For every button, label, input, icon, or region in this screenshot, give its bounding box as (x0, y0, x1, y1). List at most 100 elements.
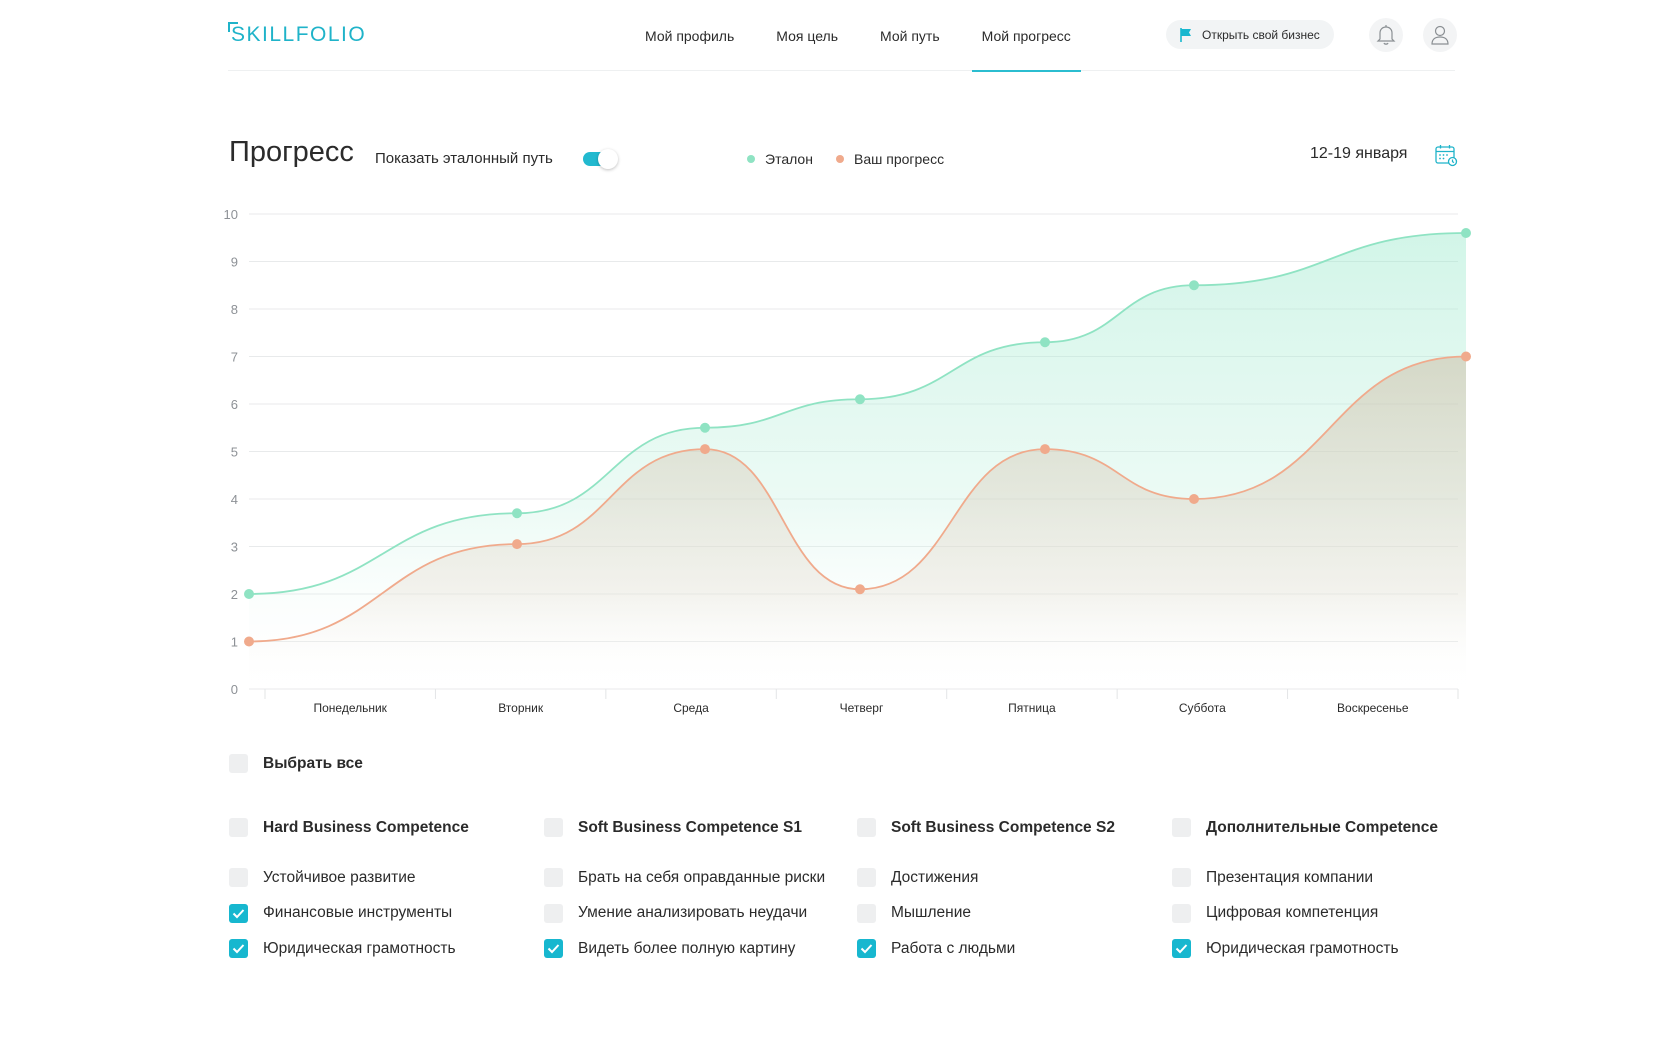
competence-item[interactable]: Умение анализировать неудачи (544, 903, 808, 923)
chart-points (244, 228, 1471, 647)
competence-item[interactable]: Юридическая грамотность (229, 939, 456, 958)
logo[interactable]: SKILLFOLIO (228, 22, 366, 48)
competence-group-header[interactable]: Hard Business Competence (229, 818, 469, 837)
y-tick-label: 3 (231, 540, 238, 555)
y-tick-label: 4 (231, 492, 238, 507)
show-benchmark-toggle[interactable] (583, 149, 618, 169)
y-tick-label: 7 (231, 350, 238, 365)
logo-mark (228, 22, 238, 32)
x-tick-label: Воскресенье (1337, 701, 1409, 715)
data-point[interactable] (1189, 494, 1199, 504)
competence-label: Презентация компании (1206, 868, 1374, 886)
competence-label: Брать на себя оправданные риски (578, 868, 826, 886)
main-nav: Мой профиль Моя цель Мой путь Мой прогре… (624, 0, 1092, 72)
group-checkbox[interactable] (544, 818, 563, 837)
data-point[interactable] (1040, 337, 1050, 348)
x-tick-label: Пятница (1008, 701, 1056, 715)
nav-item-path[interactable]: Мой путь (880, 27, 940, 44)
y-tick-label: 1 (231, 635, 238, 650)
x-tick-label: Среда (673, 701, 709, 715)
bell-icon (1376, 25, 1396, 45)
open-business-label: Открыть свой бизнес (1202, 27, 1320, 42)
nav-item-progress[interactable]: Мой прогресс (961, 0, 1092, 72)
group-checkbox[interactable] (229, 818, 248, 837)
competence-label: Цифровая компетенция (1206, 904, 1379, 921)
select-all-label: Выбрать все (263, 754, 363, 772)
y-tick-label: 9 (231, 255, 238, 270)
competence-checkbox[interactable] (857, 903, 876, 923)
competence-item[interactable]: Презентация компании (1172, 868, 1373, 887)
group-checkbox[interactable] (1172, 818, 1191, 837)
select-all-row[interactable]: Выбрать все (229, 754, 363, 773)
page-title: Прогресс (229, 136, 354, 168)
notifications-button[interactable] (1369, 18, 1403, 52)
data-point[interactable] (1189, 280, 1199, 291)
x-tick-label: Понедельник (313, 701, 387, 715)
profile-button[interactable] (1423, 18, 1457, 52)
y-tick-label: 10 (224, 207, 238, 222)
y-tick-label: 2 (231, 587, 238, 602)
competence-item[interactable]: Мышление (857, 903, 971, 923)
group-checkbox[interactable] (857, 818, 876, 837)
data-point[interactable] (1040, 444, 1050, 455)
calendar-icon[interactable] (1434, 143, 1458, 167)
competence-checkbox[interactable] (1172, 868, 1191, 887)
data-point[interactable] (244, 636, 254, 647)
competence-checkbox[interactable] (1172, 903, 1191, 923)
competence-item[interactable]: Достижения (857, 868, 978, 887)
user-icon (1431, 25, 1449, 45)
date-range: 12-19 января (1310, 145, 1408, 162)
data-point[interactable] (1461, 228, 1471, 238)
open-business-button[interactable]: Открыть свой бизнес (1166, 20, 1334, 49)
competence-item[interactable]: Брать на себя оправданные риски (544, 868, 825, 887)
data-point[interactable] (1461, 351, 1471, 362)
data-point[interactable] (855, 394, 865, 405)
nav-item-profile[interactable]: Мой профиль (645, 27, 735, 44)
data-point[interactable] (855, 584, 865, 595)
group-label: Soft Business Competence S2 (891, 818, 1115, 836)
competence-label: Мышление (891, 904, 971, 921)
competence-item[interactable]: Цифровая компетенция (1172, 903, 1379, 923)
competence-item[interactable]: Видеть более полную картину (544, 939, 795, 958)
competence-checkbox[interactable] (1172, 939, 1191, 958)
checkmark-icon (860, 944, 873, 954)
competence-checkbox[interactable] (544, 868, 563, 887)
competence-label: Устойчивое развитие (263, 868, 416, 886)
group-label: Hard Business Competence (263, 818, 469, 836)
competence-checkbox[interactable] (544, 903, 563, 923)
data-point[interactable] (512, 539, 522, 550)
competence-checkbox[interactable] (857, 939, 876, 958)
competence-label: Достижения (891, 868, 979, 886)
chart-labels: 0 1 2 3 4 5 6 7 8 9 10 Понедельник Вторник Среда Четве… (224, 207, 1409, 715)
competence-checkbox[interactable] (229, 903, 248, 923)
x-tick-label: Четверг (840, 701, 884, 715)
competence-group-header[interactable]: Soft Business Competence S2 (857, 818, 1115, 837)
x-tick-label: Вторник (498, 701, 544, 715)
y-tick-label: 0 (231, 682, 238, 697)
data-point[interactable] (700, 422, 710, 433)
group-label: Дополнительные Competence (1206, 818, 1439, 836)
competence-item[interactable]: Юридическая грамотность (1172, 939, 1399, 958)
competence-group-header[interactable]: Дополнительные Competence (1172, 818, 1438, 837)
checkmark-icon (232, 944, 245, 954)
data-point[interactable] (700, 444, 710, 455)
y-tick-label: 5 (231, 445, 238, 460)
data-point[interactable] (512, 508, 522, 519)
nav-item-goal[interactable]: Моя цель (776, 27, 839, 44)
competence-item[interactable]: Финансовые инструменты (229, 903, 453, 923)
data-point[interactable] (244, 589, 254, 599)
select-all-checkbox[interactable] (229, 754, 248, 773)
competence-checkbox[interactable] (544, 939, 563, 958)
competence-checkbox[interactable] (229, 868, 248, 887)
competence-label: Видеть более полную картину (578, 939, 796, 957)
competence-label: Юридическая грамотность (1206, 939, 1399, 957)
competence-label: Умение анализировать неудачи (578, 904, 808, 921)
competence-label: Финансовые инструменты (263, 904, 453, 921)
competence-checkbox[interactable] (229, 939, 248, 958)
competence-item[interactable]: Устойчивое развитие (229, 868, 416, 887)
competence-item[interactable]: Работа с людьми (857, 939, 1015, 958)
competence-group-header[interactable]: Soft Business Competence S1 (544, 818, 802, 837)
competence-checkbox[interactable] (857, 868, 876, 887)
series-area-1 (249, 356, 1466, 689)
